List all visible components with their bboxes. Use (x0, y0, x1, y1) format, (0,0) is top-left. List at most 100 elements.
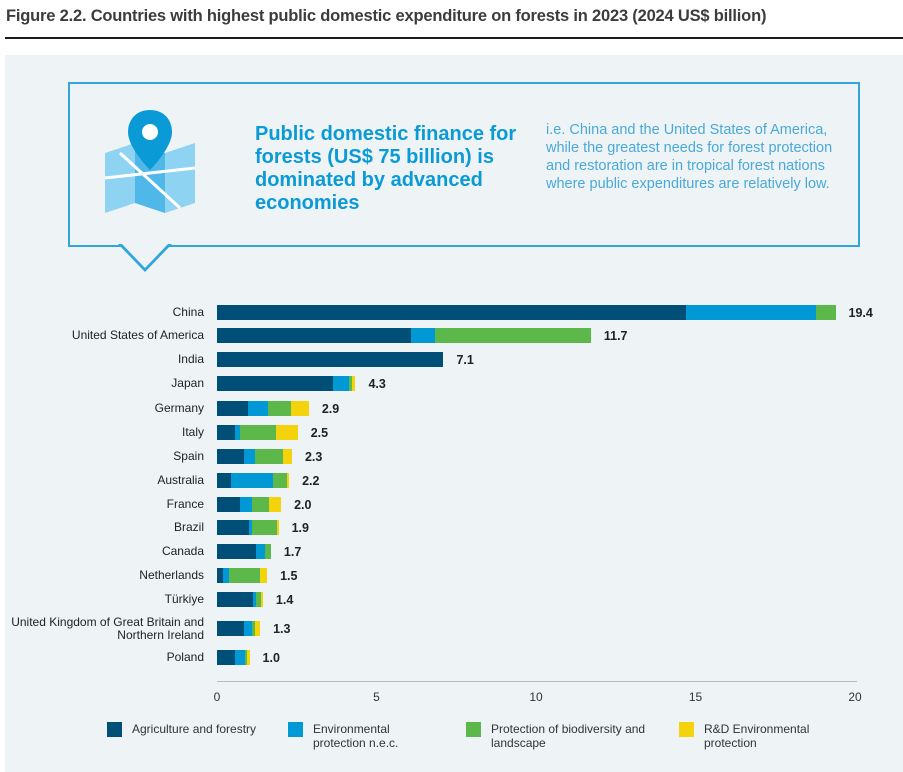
x-tick-label: 5 (373, 690, 380, 704)
bar-segment (268, 497, 282, 512)
bar-segment (239, 425, 276, 440)
category-label: India (177, 352, 204, 366)
bar-segment (264, 544, 271, 559)
title-rule (5, 37, 903, 39)
category-label: Spain (173, 449, 204, 463)
total-label: 1.0 (262, 651, 280, 665)
total-label: 11.7 (603, 329, 628, 343)
bar-segment (247, 401, 269, 416)
bar-segment (260, 568, 268, 583)
bar-segment (253, 592, 256, 607)
category-label: Germany (154, 401, 204, 415)
legend-label: Environmental protection n.e.c. (313, 722, 399, 750)
bar-segment (217, 520, 249, 535)
category-label: United States of America (71, 328, 204, 342)
bar-segment (217, 473, 232, 488)
category-label: Canada (161, 544, 204, 558)
x-tick-label: 20 (848, 690, 862, 704)
legend-swatch (107, 722, 122, 737)
bar-segment (217, 592, 254, 607)
total-label: 2.9 (321, 402, 340, 416)
category-label: United Kingdom of Great Britain and Nort… (11, 615, 204, 642)
x-tick-label: 0 (213, 690, 221, 704)
bar-segment (254, 449, 284, 464)
legend-swatch (288, 722, 303, 737)
total-label: 2.5 (310, 426, 329, 440)
category-label: France (166, 497, 204, 511)
bar-segment (248, 520, 252, 535)
bar-segment (348, 376, 353, 391)
callout-headline: Public domestic finance for forests (US$… (255, 123, 517, 214)
bar-segment (234, 425, 240, 440)
total-label: 2.3 (304, 450, 323, 464)
total-label: 19.4 (848, 306, 873, 320)
bar-segment (217, 544, 256, 559)
legend-item: Environmental protection n.e.c. (288, 722, 443, 750)
category-label: Brazil (173, 520, 204, 534)
bar-segment (244, 449, 255, 464)
total-label: 2.0 (294, 498, 312, 512)
x-tick-label: 15 (688, 690, 703, 704)
legend-swatch (679, 722, 694, 737)
bar-segment (217, 425, 235, 440)
bar-segment (434, 328, 591, 343)
total-label: 1.4 (275, 593, 294, 607)
bar-segment (283, 449, 292, 464)
bar-segment (252, 497, 269, 512)
callout-box (68, 82, 860, 247)
bar-segment (217, 376, 333, 391)
bar-segment (252, 621, 255, 636)
category-label: Australia (157, 473, 204, 487)
legend-label: Agriculture and forestry (132, 722, 257, 736)
bar-segment (217, 568, 224, 583)
callout-pointer-inner (121, 243, 169, 268)
total-label: 7.1 (456, 353, 474, 367)
map-pin-icon (104, 110, 196, 213)
bar-segment (255, 544, 265, 559)
legend-item: Agriculture and forestry (107, 722, 262, 737)
legend-swatch (466, 722, 481, 737)
bar-segment (352, 376, 356, 391)
total-label: 4.3 (368, 377, 386, 391)
legend-label: Protection of biodiversity and landscape (491, 722, 646, 750)
category-label: Türkiye (164, 592, 204, 606)
legend-item: Protection of biodiversity and landscape (466, 722, 651, 750)
bar-segment (234, 650, 245, 665)
callout-text: i.e. China and the United States of Amer… (546, 122, 833, 192)
total-label: 2.2 (302, 474, 320, 488)
category-label: Japan (171, 376, 204, 390)
bar-segment (291, 401, 309, 416)
legend-item: R&D Environmental protection (679, 722, 844, 750)
bar-segment (217, 650, 235, 665)
bar-segment (254, 621, 261, 636)
category-label: China (172, 305, 204, 319)
bar-segment (815, 305, 836, 320)
total-label: 1.5 (280, 569, 298, 583)
total-label: 1.7 (283, 545, 302, 559)
bar-segment (217, 621, 245, 636)
bar-segment (251, 520, 278, 535)
bar-segment (217, 352, 444, 367)
category-label: Italy (181, 425, 204, 439)
bar-segment (255, 592, 261, 607)
total-label: 1.9 (291, 521, 309, 535)
bar-segment (275, 425, 298, 440)
bar-segment (273, 473, 288, 488)
bar-segment (217, 449, 245, 464)
bar-segment (217, 401, 248, 416)
bar-segment (410, 328, 435, 343)
bar-segment (217, 328, 411, 343)
bar-segment (246, 650, 250, 665)
legend-label: R&D Environmental protection (704, 722, 810, 750)
category-label: Poland (166, 650, 204, 664)
bar-segment (244, 621, 253, 636)
bar-segment (229, 568, 261, 583)
bar-segment (277, 520, 279, 535)
bar-segment (244, 650, 247, 665)
bar-segment (223, 568, 230, 583)
bar-segment (287, 473, 290, 488)
bar-segment (217, 497, 240, 512)
bar-segment (231, 473, 274, 488)
total-label: 1.3 (273, 622, 291, 636)
figure-title: Figure 2.2. Countries with highest publi… (6, 7, 767, 25)
